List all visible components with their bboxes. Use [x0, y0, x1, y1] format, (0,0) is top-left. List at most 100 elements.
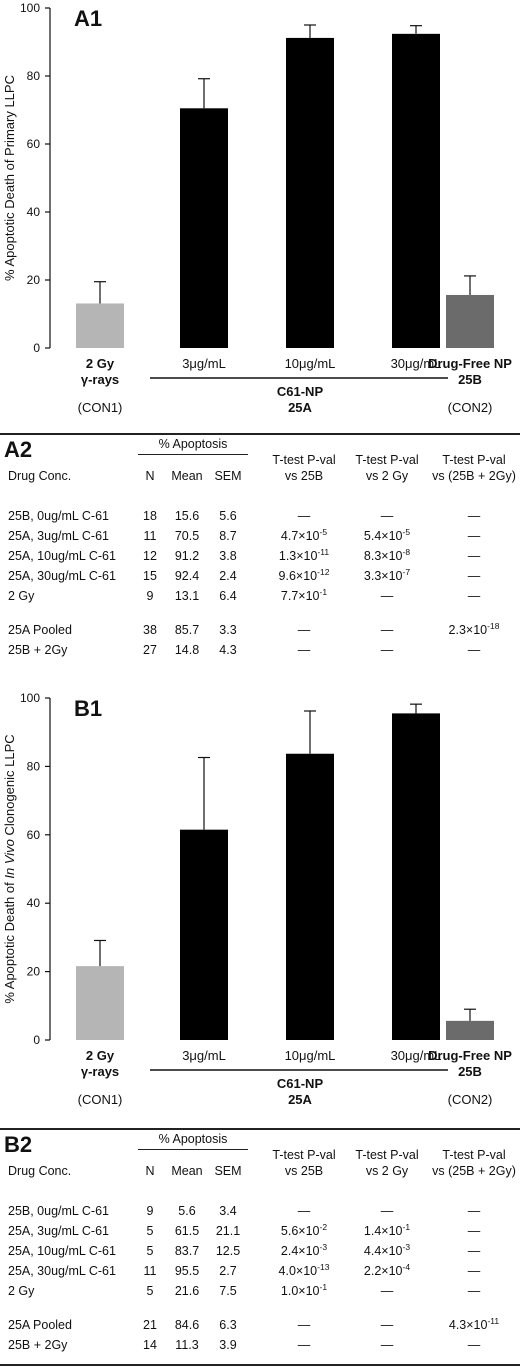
- row-p-vs-combo-base: —: [467, 1284, 481, 1298]
- row-p-vs-combo-base: —: [467, 569, 481, 583]
- row-mean: 21.6: [174, 1284, 200, 1298]
- bar: [392, 33, 440, 349]
- row-sem: 21.1: [215, 1224, 241, 1238]
- x-label-right-2: 25B: [458, 372, 482, 387]
- y-axis-label-part: % Apoptotic Death of: [2, 879, 17, 1004]
- row-n: 38: [143, 623, 157, 637]
- bar: [286, 753, 334, 1040]
- t1-header-b: vs 25B: [284, 1164, 324, 1178]
- x-label-right-1: Drug-Free NP: [428, 356, 512, 371]
- drug-header: Drug Conc.: [8, 1164, 72, 1178]
- drug-header: Drug Conc.: [8, 469, 72, 483]
- n-header: N: [145, 1164, 155, 1178]
- row-p-vs-2gy: —: [344, 1338, 430, 1352]
- row-p-vs-combo-base: —: [467, 643, 481, 657]
- apoptosis-rule: [138, 454, 248, 455]
- row-drug: 25A, 3ug/mL C-61: [8, 1224, 109, 1238]
- row-p-vs-combo: —: [428, 1204, 520, 1218]
- t2-header-b: vs 2 Gy: [365, 469, 409, 483]
- row-p-vs-25b-base: —: [297, 1204, 311, 1218]
- y-tick-label: 20: [27, 273, 41, 287]
- row-p-vs-25b: 1.0×10-1: [256, 1281, 352, 1298]
- apoptosis-rule: [138, 1149, 248, 1150]
- chart-a1: 0 20 40 60 80 100 A1 % Apoptotic Death of Prima…: [2, 1, 512, 415]
- row-mean: 92.4: [174, 569, 200, 583]
- row-p-vs-combo: —: [428, 529, 520, 543]
- row-mean: 5.6: [178, 1204, 196, 1218]
- row-drug: 25A, 30ug/mL C-61: [8, 569, 116, 583]
- row-p-vs-25b-exponent: -1: [319, 1281, 328, 1292]
- x-label-mid-1: 3μg/mL: [182, 356, 226, 371]
- row-p-vs-25b-exponent: -12: [317, 566, 330, 577]
- row-sem: 4.3: [219, 643, 237, 657]
- row-drug: 25A Pooled: [8, 1318, 72, 1332]
- t3-header-b: vs (25B + 2Gy): [432, 469, 516, 483]
- row-p-vs-25b-base: 2.4×10: [280, 1244, 320, 1258]
- row-sem: 3.8: [219, 549, 237, 563]
- row-p-vs-combo-exponent: -11: [487, 1315, 500, 1326]
- y-tick-label: 100: [20, 691, 40, 705]
- row-drug: 25B + 2Gy: [8, 1338, 68, 1352]
- row-p-vs-2gy-exponent: -7: [402, 566, 411, 577]
- row-p-vs-combo: —: [428, 1338, 520, 1352]
- row-p-vs-2gy: —: [344, 1318, 430, 1332]
- bar: [446, 294, 494, 348]
- row-p-vs-combo: —: [428, 643, 520, 657]
- x-label-mid-3: 30μg/mL: [391, 356, 442, 371]
- row-p-vs-25b-base: 7.7×10: [280, 589, 320, 603]
- row-p-vs-25b-base: 5.6×10: [280, 1224, 320, 1238]
- bar: [76, 966, 124, 1040]
- sem-header: SEM: [214, 1164, 242, 1178]
- bar: [76, 303, 124, 348]
- row-mean: 61.5: [174, 1224, 200, 1238]
- row-p-vs-combo: 2.3×10-18: [428, 622, 520, 637]
- bar: [392, 713, 440, 1040]
- row-p-vs-25b: —: [256, 1338, 352, 1352]
- row-n: 12: [143, 549, 157, 563]
- row-drug: 25A, 3ug/mL C-61: [8, 529, 109, 543]
- row-p-vs-combo-base: —: [467, 1204, 481, 1218]
- row-p-vs-combo: —: [428, 1264, 520, 1278]
- row-p-vs-combo-base: —: [467, 1338, 481, 1352]
- row-p-vs-25b: —: [256, 1318, 352, 1332]
- row-p-vs-2gy-base: —: [380, 509, 394, 523]
- row-mean: 11.3: [175, 1338, 199, 1352]
- row-p-vs-combo-base: —: [467, 589, 481, 603]
- table-bottom-rule: [0, 1364, 520, 1366]
- row-p-vs-25b: —: [256, 1204, 352, 1218]
- n-header: N: [145, 469, 155, 483]
- table-top-rule: [0, 1128, 520, 1130]
- row-p-vs-combo: —: [428, 1284, 520, 1298]
- row-p-vs-25b-base: 1.0×10: [280, 1284, 320, 1298]
- row-p-vs-combo-base: —: [467, 549, 481, 563]
- row-p-vs-25b-exponent: -3: [319, 1241, 328, 1252]
- row-p-vs-2gy-base: 2.2×10: [363, 1264, 403, 1278]
- row-p-vs-25b-exponent: -13: [317, 1261, 330, 1272]
- row-p-vs-2gy: —: [344, 643, 430, 657]
- row-p-vs-2gy: —: [344, 1204, 430, 1218]
- y-tick-label: 60: [27, 828, 41, 842]
- x-label-mid-3: 30μg/mL: [391, 1048, 442, 1063]
- row-sem: 7.5: [219, 1284, 237, 1298]
- apoptosis-header: % Apoptosis: [158, 1132, 228, 1146]
- x-label-left-1: 2 Gy: [86, 356, 115, 371]
- t2-header-b: vs 2 Gy: [365, 1164, 409, 1178]
- y-tick-label: 20: [27, 965, 41, 979]
- row-n: 11: [143, 1264, 157, 1278]
- row-mean: 85.7: [174, 623, 200, 637]
- row-p-vs-25b-exponent: -1: [319, 586, 328, 597]
- row-p-vs-2gy-base: —: [380, 623, 394, 637]
- row-p-vs-25b-exponent: -2: [319, 1221, 328, 1232]
- row-p-vs-25b: 7.7×10-1: [256, 586, 352, 603]
- x-label-left-sub: (CON1): [78, 400, 123, 415]
- row-drug: 2 Gy: [8, 589, 35, 603]
- bar: [446, 1020, 494, 1040]
- row-mean: 13.1: [174, 589, 200, 603]
- x-label-left-sub: (CON1): [78, 1092, 123, 1107]
- t1-header-b: vs 25B: [284, 469, 324, 483]
- bar: [180, 108, 228, 348]
- row-p-vs-25b-base: —: [297, 1338, 311, 1352]
- y-tick-label: 80: [27, 69, 41, 83]
- row-p-vs-25b: 4.7×10-5: [256, 528, 352, 543]
- row-p-vs-combo-base: 2.3×10: [448, 623, 488, 637]
